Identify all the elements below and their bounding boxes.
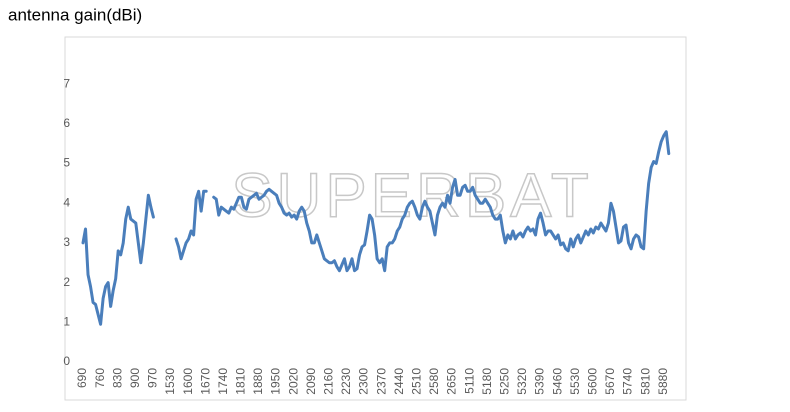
x-tick-label: 5740: [621, 368, 635, 395]
y-tick-label: 0: [63, 354, 70, 368]
y-tick-label: 5: [63, 156, 70, 170]
x-tick-label: 1530: [163, 368, 177, 395]
x-tick-label: 1810: [234, 368, 248, 395]
x-tick-label: 2300: [357, 368, 371, 395]
x-tick-label: 5600: [586, 368, 600, 395]
x-tick-label: 2370: [374, 368, 388, 395]
x-tick-label: 1740: [216, 368, 230, 395]
x-tick-label: 1600: [181, 368, 195, 395]
y-tick-label: 6: [63, 116, 70, 130]
watermark: SUPERBAT: [231, 161, 593, 230]
x-tick-label: 1670: [198, 368, 212, 395]
x-tick-label: 5670: [603, 368, 617, 395]
x-tick-label: 2440: [392, 368, 406, 395]
x-tick-label: 1880: [251, 368, 265, 395]
x-tick-label: 2090: [304, 368, 318, 395]
x-tick-label: 2160: [322, 368, 336, 395]
y-tick-label: 2: [63, 275, 70, 289]
chart-title: antenna gain(dBi): [8, 5, 142, 24]
x-tick-label: 5320: [515, 368, 529, 395]
x-tick-label: 2650: [445, 368, 459, 395]
x-tick-label: 900: [128, 368, 142, 388]
x-tick-label: 5530: [568, 368, 582, 395]
data-line: [81, 130, 671, 326]
x-tick-label: 5810: [638, 368, 652, 395]
x-tick-label: 970: [146, 368, 160, 388]
y-tick-label: 4: [63, 195, 70, 209]
plot-frame: [64, 36, 687, 401]
x-tick-label: 5390: [533, 368, 547, 395]
x-tick-label: 2580: [427, 368, 441, 395]
x-tick-label: 2510: [410, 368, 424, 395]
x-tick-label: 5180: [480, 368, 494, 395]
y-tick-label: 1: [63, 314, 70, 328]
x-tick-label: 5110: [462, 368, 476, 394]
x-tick-label: 760: [93, 368, 107, 388]
y-tick-label: 3: [63, 235, 70, 249]
x-tick-label: 5460: [550, 368, 564, 395]
x-tick-label: 1950: [269, 368, 283, 395]
x-tick-label: 2230: [339, 368, 353, 395]
x-tick-label: 2020: [286, 368, 300, 395]
x-tick-label: 690: [75, 368, 89, 388]
x-tick-label: 5250: [498, 368, 512, 395]
x-tick-label: 5880: [656, 368, 670, 395]
y-tick-label: 7: [63, 76, 70, 90]
x-tick-label: 830: [110, 368, 124, 388]
